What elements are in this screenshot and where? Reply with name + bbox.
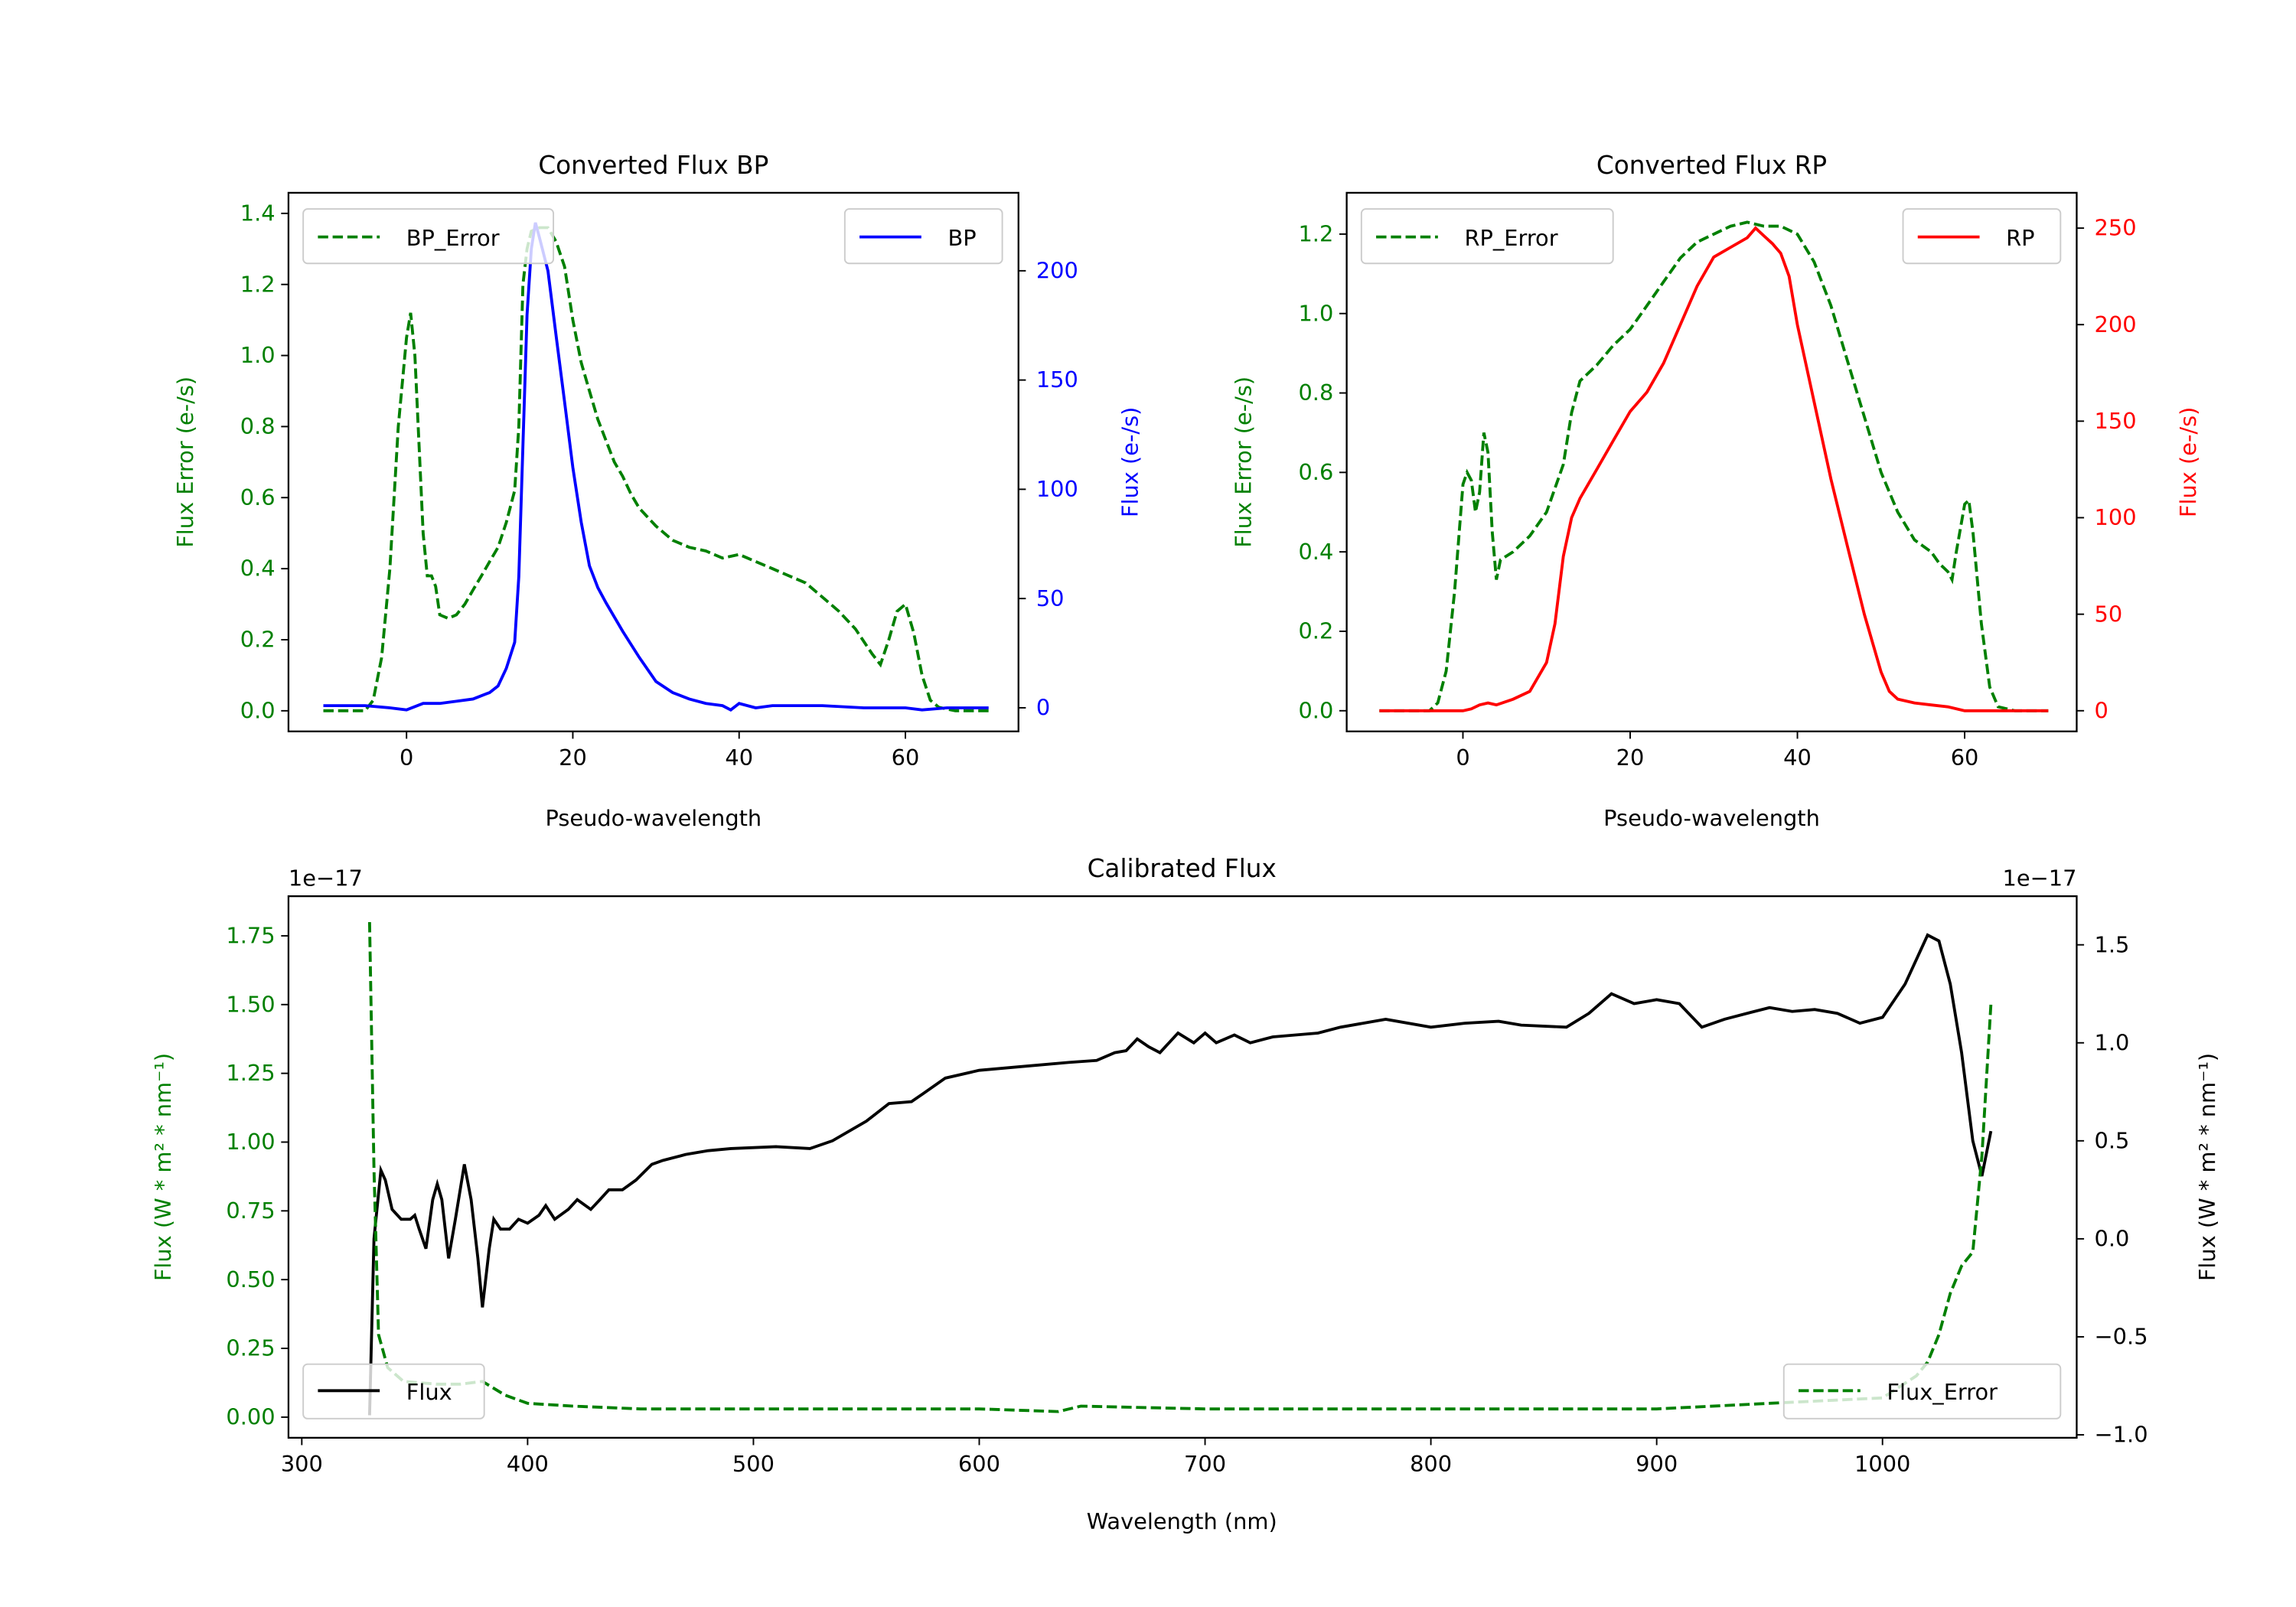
y-tick-label-left: 0.0 <box>1298 697 1333 723</box>
rp-series-rp-error <box>1379 220 2049 712</box>
bp-title: Converted Flux BP <box>538 151 768 180</box>
legend-label: RP_Error <box>1464 225 1557 251</box>
y-tick-label-left: 1.25 <box>226 1060 275 1086</box>
y-tick-label-left: 0.8 <box>1298 380 1333 406</box>
x-tick-label: 700 <box>1184 1451 1226 1477</box>
legend-bp: BP <box>843 208 1003 265</box>
y-tick-label-left: 0.2 <box>240 627 276 653</box>
rp-title: Converted Flux RP <box>1596 151 1827 180</box>
bp-ylabel-right: Flux (e-/s) <box>1117 407 1143 517</box>
y-tick-label-left: 1.0 <box>1298 300 1333 326</box>
y-tick-label-left: 1.0 <box>240 342 276 368</box>
y-tick-label-left: 0.50 <box>226 1266 275 1292</box>
y-tick-label-right: 150 <box>1036 367 1078 393</box>
y-tick-label-left: 0.75 <box>226 1198 275 1224</box>
y-tick-label-left: 0.4 <box>1298 539 1333 565</box>
rp-subplot: Converted Flux RP Pseudo-wavelength Flux… <box>1231 151 2202 831</box>
rp-ylabel-right: Flux (e-/s) <box>2175 407 2201 517</box>
bp-subplot: Converted Flux BP Pseudo-wavelength Flux… <box>172 151 1143 831</box>
x-tick-label: 20 <box>559 745 587 771</box>
y-tick-label-right: 1.5 <box>2095 931 2130 957</box>
x-tick-label: 0 <box>1456 745 1469 771</box>
legend-label: BP_Error <box>406 225 500 251</box>
y-tick-label-left: 1.50 <box>226 991 275 1017</box>
x-tick-label: 0 <box>400 745 413 771</box>
legend-flux: Flux <box>302 1363 485 1420</box>
offset-label-left: 1e−17 <box>289 865 363 892</box>
y-tick-label-right: 0.5 <box>2095 1127 2130 1153</box>
x-tick-label: 500 <box>732 1451 775 1477</box>
calibrated-subplot: Calibrated Flux Wavelength (nm) Flux (W … <box>150 854 2220 1534</box>
y-tick-label-right: 0 <box>1036 695 1050 721</box>
calibrated-axes-frame <box>287 895 2078 1439</box>
y-tick-label-right: 1.0 <box>2095 1029 2130 1055</box>
y-tick-label-left: 1.4 <box>240 200 276 226</box>
x-tick-label: 800 <box>1410 1451 1452 1477</box>
y-tick-label-left: 0.6 <box>240 484 276 510</box>
rp-xlabel: Pseudo-wavelength <box>1603 805 1820 831</box>
y-tick-label-right: −0.5 <box>2095 1324 2148 1350</box>
legend-label: RP <box>2006 225 2034 251</box>
x-tick-label: 400 <box>507 1451 549 1477</box>
y-tick-label-right: −1.0 <box>2095 1422 2148 1448</box>
offset-label-right: 1e−17 <box>2003 865 2077 892</box>
calibrated-series-flux <box>367 933 1993 1416</box>
legend-label: Flux <box>406 1379 452 1405</box>
x-tick-label: 60 <box>1951 745 1979 771</box>
y-tick-label-right: 0 <box>2095 697 2108 723</box>
y-tick-label-left: 0.2 <box>1298 618 1333 644</box>
legend-flux-error: Flux_Error <box>1782 1363 2062 1420</box>
x-tick-label: 60 <box>892 745 920 771</box>
y-tick-label-left: 1.00 <box>226 1129 275 1155</box>
y-tick-label-left: 0.4 <box>240 556 276 582</box>
legend-bp-error: BP_Error <box>302 208 555 265</box>
y-tick-label-left: 1.2 <box>1298 221 1333 247</box>
y-tick-label-right: 100 <box>2095 504 2137 530</box>
rp-series-rp <box>1379 226 2049 712</box>
calibrated-ylabel-right: Flux (W * m² * nm⁻¹) <box>2194 1053 2220 1281</box>
x-tick-label: 40 <box>725 745 753 771</box>
rp-axes-frame <box>1345 191 2078 732</box>
y-tick-label-left: 0.6 <box>1298 459 1333 485</box>
bp-series-bp <box>323 222 989 712</box>
y-tick-label-left: 0.8 <box>240 413 276 439</box>
y-tick-label-left: 1.75 <box>226 923 275 949</box>
y-tick-label-right: 250 <box>2095 215 2137 241</box>
x-tick-label: 40 <box>1783 745 1812 771</box>
y-tick-label-right: 200 <box>2095 311 2137 337</box>
bp-axes-frame <box>287 191 1019 732</box>
bp-ylabel: Flux Error (e-/s) <box>172 376 198 548</box>
bp-series-bp-error <box>323 226 989 712</box>
legend-label: Flux_Error <box>1887 1379 1998 1405</box>
x-tick-label: 600 <box>958 1451 1000 1477</box>
y-tick-label-right: 50 <box>2095 601 2123 627</box>
y-tick-label-right: 0.0 <box>2095 1225 2130 1251</box>
y-tick-label-left: 1.2 <box>240 271 276 297</box>
y-tick-label-right: 50 <box>1036 585 1065 611</box>
calibrated-title: Calibrated Flux <box>1088 854 1277 883</box>
legend-rp-error: RP_Error <box>1360 208 1614 265</box>
y-tick-label-left: 0.25 <box>226 1335 275 1361</box>
y-tick-label-left: 0.00 <box>226 1404 275 1430</box>
x-tick-label: 1000 <box>1854 1451 1910 1477</box>
legend-rp: RP <box>1902 208 2062 265</box>
y-tick-label-right: 100 <box>1036 476 1078 502</box>
x-tick-label: 900 <box>1636 1451 1678 1477</box>
calibrated-xlabel: Wavelength (nm) <box>1087 1508 1277 1534</box>
y-tick-label-right: 150 <box>2095 408 2137 434</box>
bp-xlabel: Pseudo-wavelength <box>545 805 762 831</box>
rp-ylabel: Flux Error (e-/s) <box>1231 376 1257 548</box>
calibrated-ylabel: Flux (W * m² * nm⁻¹) <box>150 1053 176 1281</box>
x-tick-label: 300 <box>281 1451 323 1477</box>
legend-label: BP <box>947 225 976 251</box>
y-tick-label-left: 0.0 <box>240 697 276 723</box>
x-tick-label: 20 <box>1616 745 1645 771</box>
y-tick-label-right: 200 <box>1036 257 1078 283</box>
